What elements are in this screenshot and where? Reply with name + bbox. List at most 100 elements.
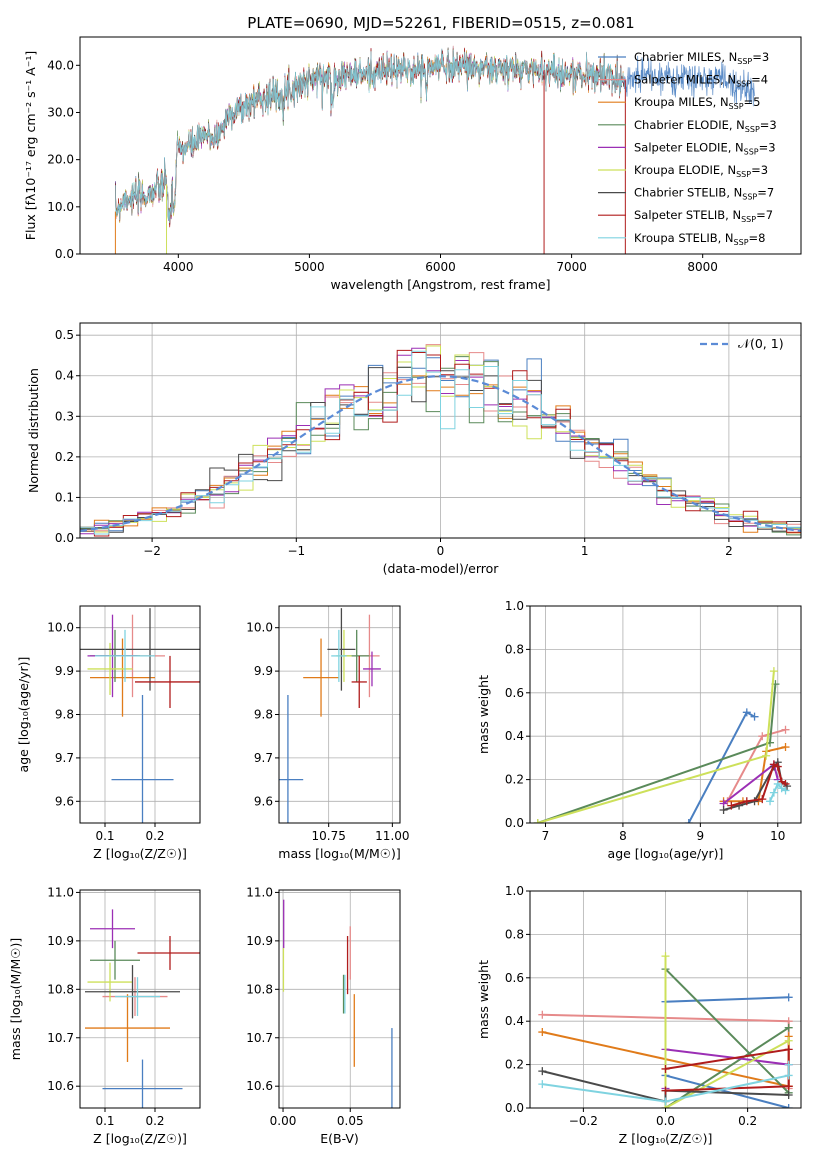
weight-marker — [661, 1064, 670, 1073]
weight-marker — [766, 797, 775, 806]
x-axis-label: Z [log₁₀(Z/Z☉)] — [93, 1131, 187, 1146]
x-axis-label: age [log₁₀(age/yr)] — [608, 846, 724, 861]
plot-area — [279, 608, 381, 823]
axes-frame — [79, 605, 201, 824]
error-bar-point — [90, 638, 155, 717]
y-tick-label: 0.6 — [505, 686, 524, 700]
plot-area — [538, 952, 793, 1108]
y-tick-label: 10.6 — [246, 1079, 273, 1093]
weight-marker — [769, 788, 778, 797]
plot-area — [85, 909, 200, 1108]
x-tick-label: 7000 — [556, 260, 587, 274]
error-bar-point — [137, 936, 200, 970]
error-bar-point — [111, 694, 174, 823]
error-bar-point — [279, 694, 304, 823]
y-axis-label: mass [log₁₀(M/M☉)] — [8, 938, 23, 1060]
y-axis-label: mass weight — [476, 675, 491, 754]
weight-line — [537, 671, 775, 823]
x-tick-label: 1 — [581, 544, 589, 558]
y-tick-label: 10.8 — [47, 982, 74, 996]
weight-marker — [661, 952, 670, 961]
legend-entry: Chabrier ELODIE, NSSP=3 — [634, 118, 777, 134]
y-tick-label: 40.0 — [47, 58, 74, 72]
y-tick-label: 9.9 — [254, 664, 273, 678]
y-axis-label: mass weight — [476, 960, 491, 1039]
weight-marker — [784, 1104, 793, 1108]
panel-age_vs_mass: 10.75 11.00 9.6 9.7 9.8 9.9 10.0 mass [log₁₀(M/… — [246, 605, 410, 861]
axes-frame — [529, 605, 802, 824]
error-bar-point — [331, 629, 347, 682]
y-axis-label: Normed distribution — [26, 368, 41, 493]
y-axis-label: Flux [fλ10⁻¹⁷ erg cm⁻² s⁻¹ A⁻¹] — [23, 51, 38, 240]
x-axis-label: wavelength [Angstrom, rest frame] — [330, 277, 550, 292]
y-tick-label: 11.0 — [47, 885, 74, 899]
normal-curve — [80, 375, 801, 532]
weight-marker — [750, 712, 759, 721]
x-axis-label: E(B-V) — [320, 1131, 359, 1146]
weight-marker — [661, 1086, 670, 1095]
x-tick-label: 0.1 — [95, 829, 114, 843]
x-axis-label: (data-model)/error — [383, 561, 500, 576]
error-bar-point — [115, 977, 160, 1016]
y-tick-label: 10.7 — [47, 1031, 74, 1045]
error-bar-point — [363, 651, 381, 687]
y-tick-label: 10.0 — [246, 621, 273, 635]
weight-marker — [784, 1060, 793, 1069]
y-tick-label: 10.0 — [47, 200, 74, 214]
weight-marker — [719, 805, 728, 814]
error-bar-point — [80, 608, 200, 691]
weight-marker — [742, 797, 751, 806]
x-tick-label: 6000 — [425, 260, 456, 274]
y-tick-label: 9.7 — [55, 751, 74, 765]
error-bar-point — [327, 608, 356, 691]
x-tick-label: 0.2 — [145, 829, 164, 843]
weight-marker — [661, 1097, 670, 1106]
weight-marker — [773, 779, 782, 788]
legend: Chabrier MILES, NSSP=3 Salpeter MILES, NS… — [598, 50, 777, 247]
legend-entry: 𝒩(0, 1) — [738, 336, 784, 351]
error-bar-point — [90, 909, 135, 949]
figure-title: PLATE=0690, MJD=52261, FIBERID=0515, z=0… — [247, 14, 634, 32]
axes-frame — [529, 890, 802, 1109]
legend-entry: Salpeter MILES, NSSP=4 — [634, 73, 768, 89]
y-tick-label: 20.0 — [47, 153, 74, 167]
x-tick-label: 11.00 — [375, 829, 409, 843]
weight-marker — [742, 708, 751, 717]
y-tick-label: 30.0 — [47, 105, 74, 119]
y-tick-label: 10.9 — [47, 934, 74, 948]
weight-marker — [538, 1010, 547, 1019]
error-bar-point — [95, 629, 155, 682]
error-bar-point — [351, 655, 367, 708]
weight-marker — [784, 993, 793, 1002]
plot-area — [533, 667, 792, 823]
weight-marker — [784, 1036, 793, 1045]
error-bar-point — [87, 642, 133, 695]
y-tick-label: 9.6 — [55, 794, 74, 808]
y-tick-label: 0.0 — [505, 816, 524, 830]
x-tick-label: 0.2 — [145, 1114, 164, 1128]
weight-line — [665, 1048, 790, 1092]
x-tick-label: 0.0 — [656, 1114, 675, 1128]
plot-area — [282, 899, 393, 1108]
x-tick-label: −0.2 — [569, 1114, 598, 1128]
y-tick-label: 0.0 — [55, 531, 74, 545]
y-tick-label: 0.6 — [505, 971, 524, 985]
panel-weight_vs_age: 7 8 9 10 0.0 0.2 0.4 0.6 0.8 1.0 age [log₁₀(age/yr… — [476, 599, 802, 861]
x-tick-label: 8 — [619, 829, 627, 843]
x-tick-label: 5000 — [294, 260, 325, 274]
weight-marker — [784, 1023, 793, 1032]
error-bar-point — [85, 965, 180, 1019]
error-bar-point — [87, 962, 133, 1002]
weight-marker — [538, 1028, 547, 1037]
histogram-series — [80, 350, 801, 535]
legend-entry: Salpeter ELODIE, NSSP=3 — [634, 140, 776, 156]
weight-marker — [684, 819, 693, 823]
y-tick-label: 0.4 — [505, 729, 524, 743]
legend-entry: Salpeter STELIB, NSSP=7 — [634, 208, 773, 224]
legend-entry: Chabrier STELIB, NSSP=7 — [634, 186, 774, 202]
y-tick-label: 9.7 — [254, 751, 273, 765]
weight-marker — [773, 762, 782, 771]
weight-marker — [781, 725, 790, 734]
weight-line — [542, 1064, 790, 1103]
y-tick-label: 0.0 — [505, 1101, 524, 1115]
